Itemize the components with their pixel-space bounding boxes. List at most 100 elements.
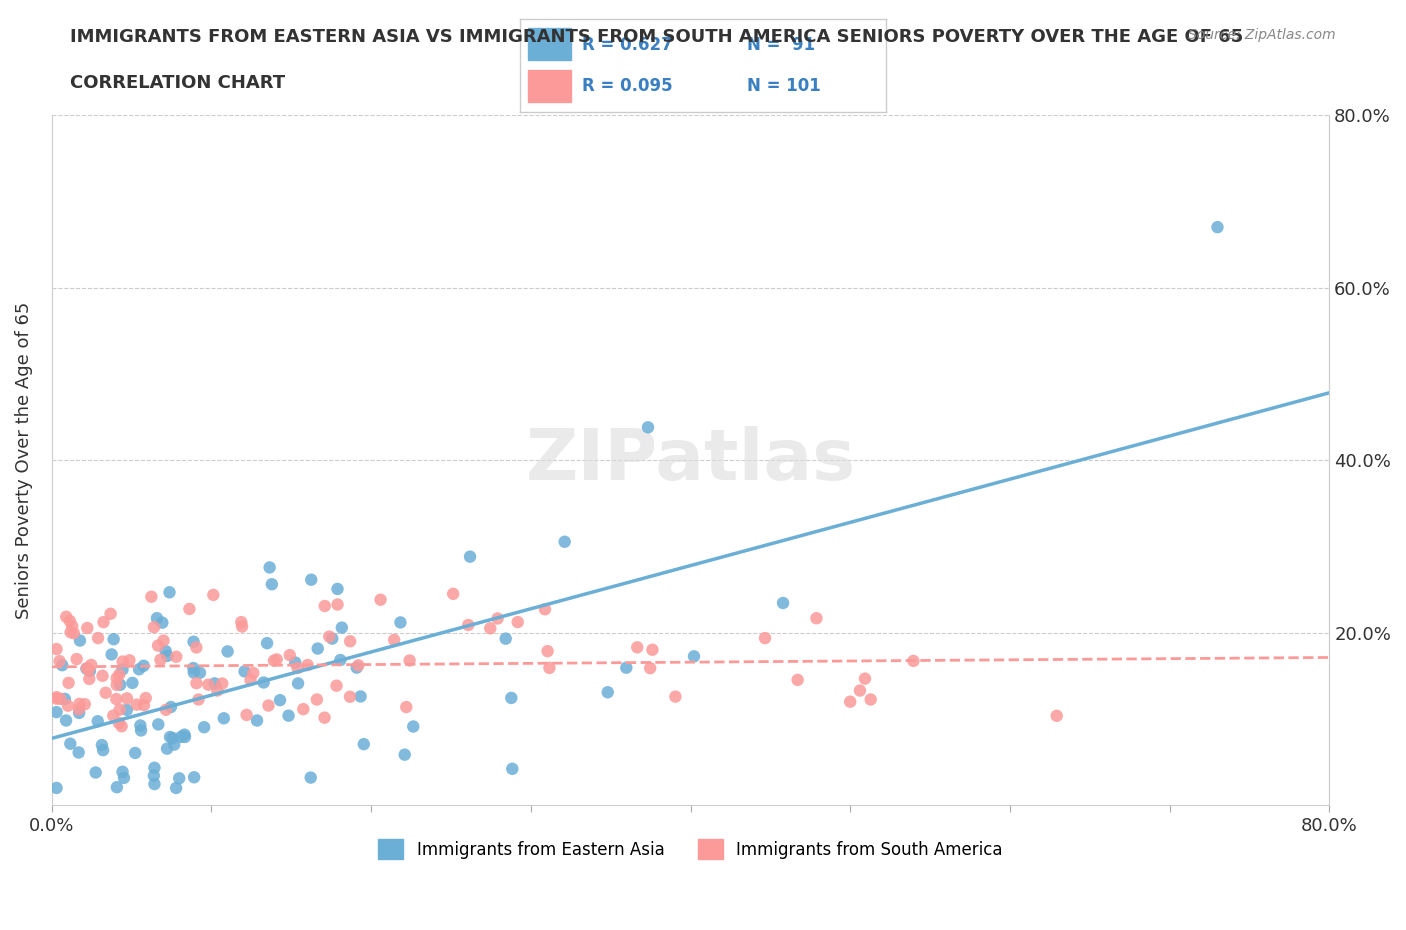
Immigrants from South America [91, 669, 114, 684]
Immigrants from South America [292, 702, 315, 717]
Immigrants from South America [111, 654, 134, 669]
Immigrants from South America [506, 615, 529, 630]
Immigrants from South America [859, 692, 882, 707]
Immigrants from South America [849, 683, 872, 698]
Immigrants from South America [45, 690, 67, 705]
Immigrants from Eastern Asia [330, 620, 353, 635]
Immigrants from South America [263, 653, 285, 668]
Immigrants from Eastern Asia [143, 761, 166, 776]
Immigrants from Eastern Asia [167, 771, 190, 786]
Immigrants from South America [87, 631, 110, 645]
Immigrants from South America [93, 615, 115, 630]
Immigrants from South America [207, 683, 229, 698]
Immigrants from Eastern Asia [596, 684, 619, 699]
Immigrants from Eastern Asia [59, 737, 82, 751]
Immigrants from South America [382, 632, 405, 647]
Immigrants from South America [132, 698, 155, 712]
Immigrants from Eastern Asia [111, 764, 134, 779]
Immigrants from Eastern Asia [112, 770, 135, 785]
Immigrants from Eastern Asia [128, 662, 150, 677]
Immigrants from South America [186, 676, 208, 691]
Immigrants from Eastern Asia [188, 665, 211, 680]
Immigrants from South America [186, 640, 208, 655]
Immigrants from Eastern Asia [259, 560, 281, 575]
Immigrants from Eastern Asia [326, 581, 349, 596]
Immigrants from Eastern Asia [260, 577, 283, 591]
Immigrants from South America [69, 697, 91, 711]
Immigrants from Eastern Asia [143, 777, 166, 791]
Immigrants from South America [141, 590, 163, 604]
Immigrants from South America [806, 611, 828, 626]
Y-axis label: Seniors Poverty Over the Age of 65: Seniors Poverty Over the Age of 65 [15, 301, 32, 618]
Immigrants from South America [441, 587, 464, 602]
Immigrants from Eastern Asia [160, 699, 183, 714]
Immigrants from South America [66, 652, 89, 667]
Immigrants from Eastern Asia [346, 660, 368, 675]
Immigrants from Eastern Asia [170, 729, 193, 744]
Immigrants from South America [67, 702, 90, 717]
Immigrants from Eastern Asia [329, 653, 352, 668]
Immigrants from Eastern Asia [148, 717, 170, 732]
Immigrants from South America [76, 661, 98, 676]
Immigrants from Eastern Asia [156, 648, 179, 663]
Immigrants from Eastern Asia [124, 746, 146, 761]
Immigrants from Eastern Asia [233, 664, 256, 679]
Immigrants from South America [155, 702, 177, 717]
Immigrants from South America [152, 633, 174, 648]
Immigrants from South America [305, 692, 328, 707]
Immigrants from South America [108, 715, 131, 730]
Immigrants from South America [125, 698, 148, 712]
Immigrants from Eastern Asia [253, 675, 276, 690]
Immigrants from Eastern Asia [193, 720, 215, 735]
Legend: Immigrants from Eastern Asia, Immigrants from South America: Immigrants from Eastern Asia, Immigrants… [371, 832, 1010, 866]
Immigrants from Eastern Asia [495, 631, 517, 646]
Immigrants from South America [1046, 709, 1069, 724]
Immigrants from Eastern Asia [389, 615, 412, 630]
Immigrants from South America [786, 672, 808, 687]
Immigrants from Eastern Asia [614, 660, 637, 675]
Immigrants from Eastern Asia [45, 780, 67, 795]
Immigrants from Eastern Asia [75, 661, 97, 676]
Immigrants from Eastern Asia [69, 633, 91, 648]
Immigrants from Eastern Asia [1206, 219, 1229, 234]
Immigrants from South America [266, 652, 288, 667]
Immigrants from South America [94, 685, 117, 700]
Text: N =  91: N = 91 [747, 35, 815, 54]
Immigrants from Eastern Asia [299, 572, 322, 587]
Immigrants from Eastern Asia [156, 741, 179, 756]
Immigrants from South America [314, 711, 336, 725]
Immigrants from Eastern Asia [115, 702, 138, 717]
Immigrants from South America [536, 644, 558, 658]
Immigrants from Eastern Asia [277, 709, 299, 724]
Immigrants from Eastern Asia [142, 768, 165, 783]
Immigrants from South America [257, 698, 280, 713]
Immigrants from South America [754, 631, 776, 645]
Immigrants from South America [486, 611, 509, 626]
Immigrants from South America [45, 642, 67, 657]
Immigrants from South America [641, 643, 664, 658]
Immigrants from Eastern Asia [150, 616, 173, 631]
Immigrants from South America [187, 692, 209, 707]
Immigrants from Eastern Asia [394, 747, 416, 762]
Immigrants from South America [202, 588, 225, 603]
Immigrants from Eastern Asia [132, 658, 155, 673]
Immigrants from South America [239, 672, 262, 687]
Immigrants from Eastern Asia [349, 689, 371, 704]
Immigrants from South America [179, 602, 201, 617]
Immigrants from South America [73, 697, 96, 711]
Immigrants from Eastern Asia [217, 644, 239, 658]
Immigrants from South America [853, 671, 876, 686]
Immigrants from South America [211, 676, 233, 691]
Immigrants from Eastern Asia [772, 595, 794, 610]
Immigrants from South America [77, 662, 100, 677]
Immigrants from Eastern Asia [45, 705, 67, 720]
Immigrants from South America [149, 652, 172, 667]
Immigrants from South America [839, 695, 862, 710]
Immigrants from South America [60, 618, 83, 633]
Immigrants from South America [115, 691, 138, 706]
Immigrants from South America [135, 691, 157, 706]
Immigrants from South America [49, 691, 72, 706]
Immigrants from Eastern Asia [110, 677, 132, 692]
Immigrants from South America [110, 719, 132, 734]
Immigrants from South America [63, 626, 86, 641]
